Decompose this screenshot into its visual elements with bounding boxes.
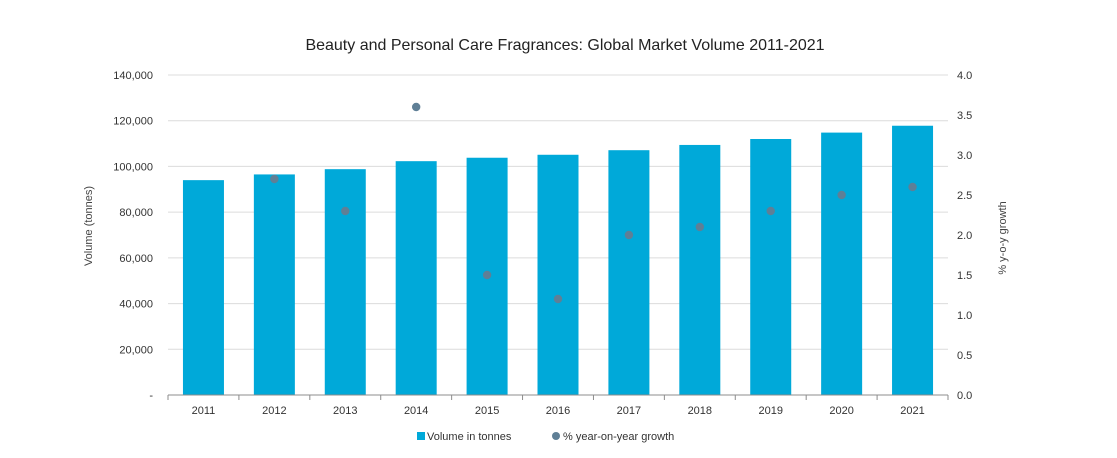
growth-point <box>766 206 775 216</box>
x-tick-label: 2014 <box>404 405 428 417</box>
legend-dot-label: % year-on-year growth <box>563 431 674 443</box>
right-tick-label: 0.5 <box>957 350 972 362</box>
bar <box>750 139 792 395</box>
right-tick-label: 4.0 <box>957 70 972 82</box>
bar <box>821 132 863 395</box>
left-axis-title: Volume (tonnes) <box>83 186 95 266</box>
right-tick-label: 2.0 <box>957 230 972 242</box>
left-axis-ticks: - 20,000 40,000 60,000 80,000 100,000 120,000 1… <box>113 70 153 402</box>
x-tick-label: 2012 <box>262 405 286 417</box>
bar <box>395 161 437 395</box>
growth-point <box>624 230 634 240</box>
right-tick-label: 2.5 <box>957 190 972 202</box>
bar <box>324 169 366 395</box>
bar <box>537 154 579 395</box>
right-tick-label: 1.5 <box>957 270 972 282</box>
growth-point <box>411 102 421 112</box>
bar <box>892 125 934 395</box>
bar <box>679 144 721 395</box>
growth-point <box>908 182 917 192</box>
legend: Volume in tonnes % year-on-year growth <box>417 431 674 443</box>
bar-series <box>182 125 934 395</box>
growth-point <box>695 222 705 232</box>
axes <box>167 394 949 400</box>
x-tick-label: 2015 <box>475 405 499 417</box>
x-tick-label: 2017 <box>617 405 641 417</box>
x-tick-label: 2013 <box>333 405 357 417</box>
right-tick-label: 3.0 <box>957 150 972 162</box>
right-axis-ticks: 0.0 0.5 1.0 1.5 2.0 2.5 3.0 3.5 4.0 <box>957 70 972 402</box>
legend-bar-label: Volume in tonnes <box>427 431 512 443</box>
bar <box>253 174 295 395</box>
legend-dot-swatch <box>552 432 560 440</box>
x-tick-label: 2021 <box>900 405 924 417</box>
left-tick-label: 80,000 <box>119 207 153 219</box>
left-tick-label: 140,000 <box>113 70 153 82</box>
left-tick-label: 120,000 <box>113 116 153 128</box>
x-tick-label: 2019 <box>758 405 782 417</box>
growth-point <box>482 270 492 280</box>
x-tick-label: 2018 <box>688 405 712 417</box>
x-axis-ticks: 2011 2012 2013 2014 2015 2016 2017 2018 2019 2020… <box>192 405 925 417</box>
left-tick-label: 100,000 <box>113 161 153 173</box>
bar <box>608 150 650 395</box>
legend-bar-swatch <box>417 432 425 440</box>
right-axis-title: % y-o-y growth <box>997 201 1009 274</box>
right-tick-label: 3.5 <box>957 110 972 122</box>
left-tick-label: 40,000 <box>119 299 153 311</box>
left-tick-label: 20,000 <box>119 344 153 356</box>
growth-point <box>837 190 846 200</box>
right-tick-label: 1.0 <box>957 310 972 322</box>
x-tick-label: 2016 <box>546 405 570 417</box>
bar <box>182 180 224 395</box>
x-tick-label: 2011 <box>192 405 216 417</box>
x-tick-label: 2020 <box>829 405 853 417</box>
growth-point <box>270 174 279 184</box>
left-tick-label: - <box>149 390 153 402</box>
chart-title: Beauty and Personal Care Fragrances: Glo… <box>305 37 824 54</box>
growth-point <box>553 294 563 304</box>
growth-points <box>270 102 917 304</box>
left-tick-label: 60,000 <box>119 253 153 265</box>
right-tick-label: 0.0 <box>957 390 972 402</box>
growth-point <box>341 206 350 216</box>
